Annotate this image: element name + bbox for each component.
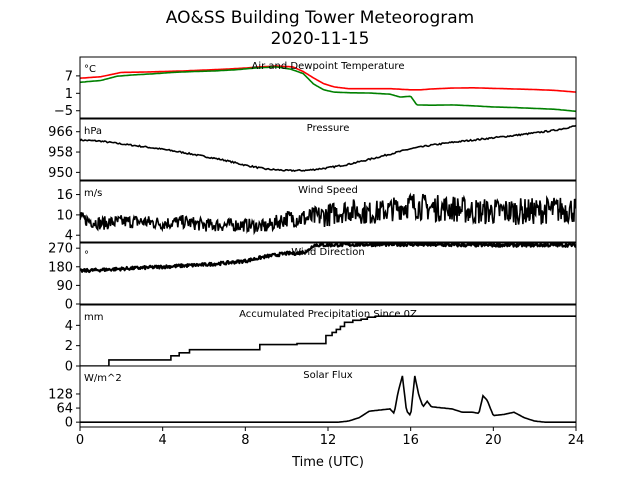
figure-title-line-2: 2020-11-15: [270, 29, 370, 49]
y-tick-label: 1: [65, 87, 73, 102]
unit-label: W/m^2: [84, 373, 122, 384]
unit-label: °C: [84, 64, 96, 75]
y-tick-label: 0: [65, 416, 73, 431]
series-2-line: [80, 66, 576, 113]
y-tick-label: 180: [48, 260, 73, 275]
x-tick-label: 12: [320, 433, 337, 448]
panels-group: −5 1 7 °C Air and Dewpoint Temperature 950 958…: [48, 56, 577, 431]
unit-label: °: [84, 250, 89, 261]
y-tick-label: 64: [56, 402, 73, 417]
x-tick-label: 24: [568, 433, 585, 448]
panel-title: Wind Direction: [291, 247, 365, 258]
series-1-line: [80, 192, 576, 236]
figure-title: AO&SS Building Tower Meteorogram 2020-11…: [0, 8, 640, 50]
panel-title: Wind Speed: [298, 185, 358, 196]
unit-label: m/s: [84, 188, 102, 199]
y-tick-label: 950: [48, 166, 73, 181]
series-1-line: [80, 375, 576, 423]
y-tick-label: 0: [65, 298, 73, 313]
series-1-line: [80, 243, 576, 274]
panel-3: 4 10 16 m/s Wind Speed: [56, 180, 577, 244]
panel-frame: [79, 118, 577, 181]
panel-frame: [79, 242, 577, 305]
panel-frame: [79, 180, 577, 243]
panel-title: Accumulated Precipitation Since 0Z: [239, 309, 417, 320]
x-axis: 0 4 8 12 16 20 24: [76, 427, 584, 448]
panel-title: Air and Dewpoint Temperature: [252, 61, 405, 72]
unit-label: mm: [84, 312, 103, 323]
y-tick-label: 90: [56, 279, 73, 294]
panel-1: −5 1 7 °C Air and Dewpoint Temperature: [54, 56, 577, 119]
series-1-line: [80, 315, 576, 366]
panel-frame: [79, 56, 577, 119]
x-axis-label: Time (UTC): [291, 455, 364, 470]
y-tick-label: 128: [48, 387, 73, 402]
x-tick-label: 20: [485, 433, 502, 448]
x-tick-label: 16: [402, 433, 419, 448]
series-1-line: [80, 124, 576, 173]
panel-5: 0 2 4 mm Accumulated Precipitation Since 0Z: [65, 304, 577, 375]
panel-4: 0 90 180 270 ° Wind Direction: [48, 242, 577, 313]
figure-title-line-1: AO&SS Building Tower Meteorogram: [165, 8, 475, 28]
panel-title: Solar Flux: [303, 370, 353, 381]
unit-label: hPa: [84, 126, 102, 137]
y-tick-label: 16: [56, 188, 73, 203]
y-tick-label: −5: [54, 104, 73, 119]
panel-title: Pressure: [307, 123, 350, 134]
y-tick-label: 10: [56, 208, 73, 223]
panel-2: 950 958 966 hPa Pressure: [48, 118, 577, 181]
series-1-line: [80, 65, 576, 93]
y-tick-label: 966: [48, 125, 73, 140]
y-tick-label: 270: [48, 242, 73, 257]
y-tick-label: 7: [65, 69, 73, 84]
x-tick-label: 4: [159, 433, 167, 448]
x-tick-label: 0: [76, 433, 84, 448]
y-tick-label: 4: [65, 319, 73, 334]
y-tick-label: 958: [48, 146, 73, 161]
x-tick-label: 8: [241, 433, 249, 448]
y-tick-label: 2: [65, 339, 73, 354]
y-tick-label: 4: [65, 229, 73, 244]
y-tick-label: 0: [65, 360, 73, 375]
